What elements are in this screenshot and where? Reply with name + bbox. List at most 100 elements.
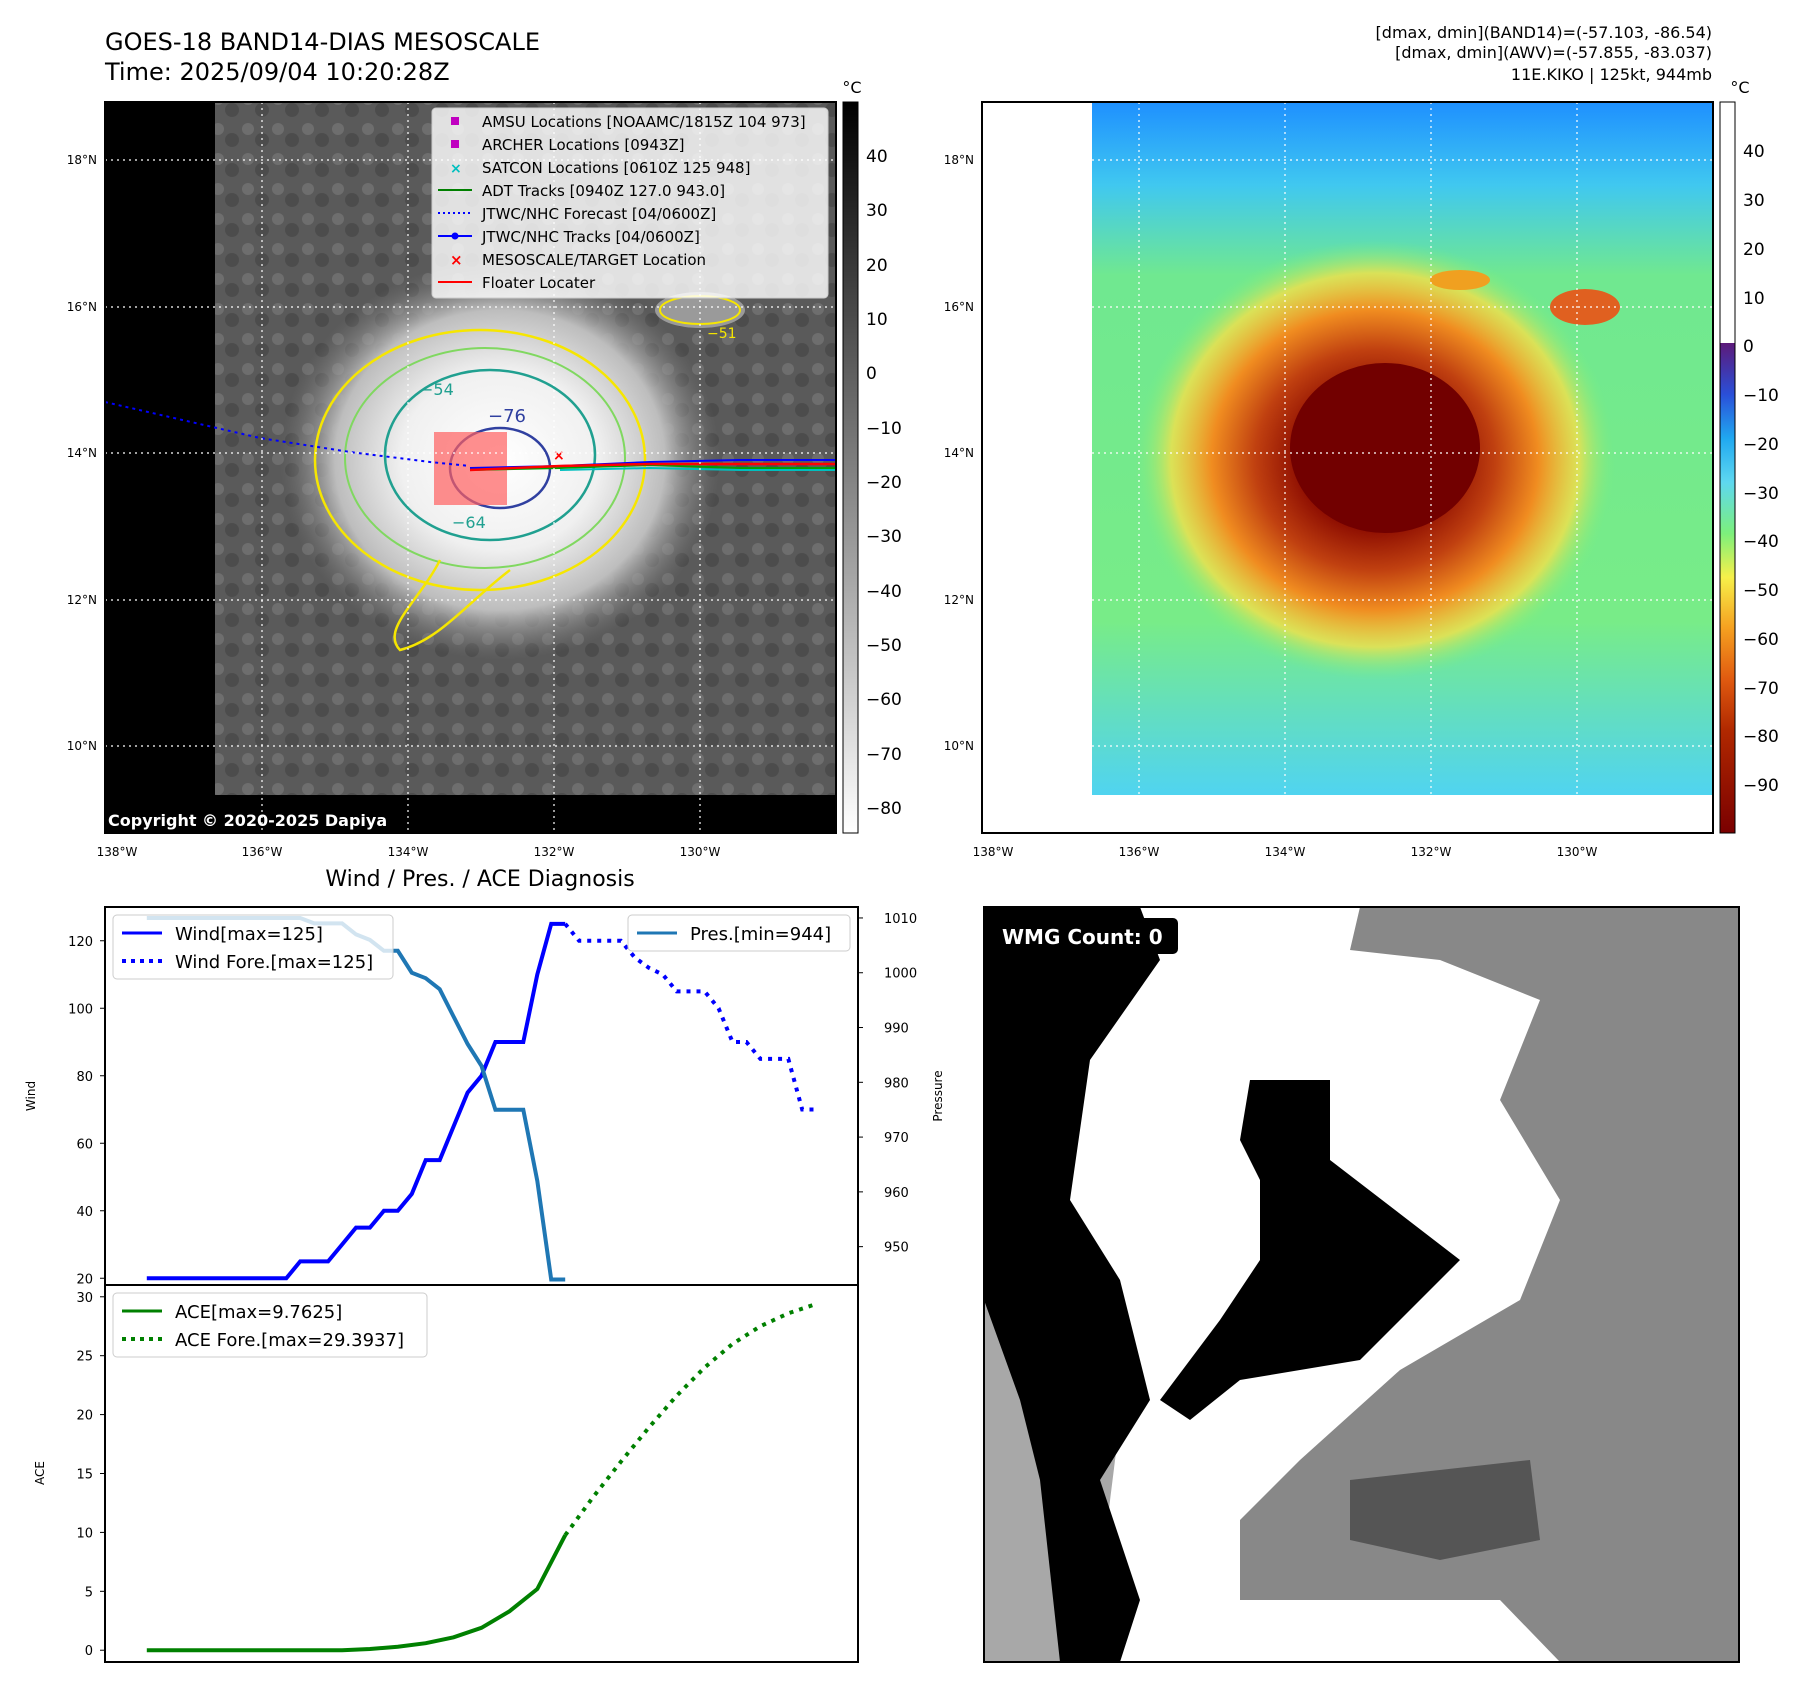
jtwc-forecast-track — [104, 401, 471, 467]
ir-lat-labels: 18°N 16°N 14°N 12°N 10°N — [67, 153, 97, 753]
lon-label: 136°W — [1119, 845, 1160, 859]
wmg-black-region — [984, 907, 1460, 1662]
pressure-tick-label: 1000 — [884, 967, 917, 982]
wind-forecast-line — [563, 922, 817, 1112]
color-cbar-tick: −80 — [1743, 727, 1779, 747]
ace-line — [146, 1534, 567, 1653]
wind-tick-label: 100 — [68, 1002, 93, 1017]
color-cbar-tick: −10 — [1743, 386, 1779, 406]
ir-cbar-tick: −70 — [866, 745, 902, 765]
copyright-text: Copyright © 2020-2025 Dapiya — [108, 811, 387, 830]
ace-series — [146, 1302, 817, 1653]
color-map-gridlines — [1092, 102, 1713, 795]
figure-title: GOES-18 BAND14-DIAS MESOSCALE — [105, 28, 540, 56]
lon-label: 130°W — [680, 845, 721, 859]
ace-ylabel: ACE — [33, 1461, 47, 1485]
ir-cbar-tick: 30 — [866, 201, 888, 221]
ace-tick-label: 15 — [76, 1468, 93, 1483]
contour-label-2: −54 — [420, 380, 454, 399]
lat-label: 10°N — [67, 739, 97, 753]
ir-map-panel: −76 −54 −64 −51 × AMSU Location — [67, 78, 902, 859]
pressure-y-ticks: 950 960 970 980 990 1000 1010 — [858, 912, 917, 1256]
wind-tick-label: 80 — [76, 1070, 93, 1085]
archer-marker-icon — [451, 140, 459, 148]
satcon-marker-icon: × — [450, 161, 462, 177]
lat-label: 16°N — [944, 300, 974, 314]
color-cbar-tick: −90 — [1743, 776, 1779, 796]
pressure-legend: Pres.[min=944] — [627, 914, 851, 952]
lat-label: 14°N — [944, 446, 974, 460]
wmg-gray-region — [1240, 907, 1739, 1662]
lat-label: 14°N — [67, 446, 97, 460]
ace-tick-label: 0 — [85, 1644, 93, 1659]
wind-legend-box — [112, 914, 394, 980]
pressure-tick-label: 970 — [884, 1131, 909, 1146]
color-cbar-tick: −50 — [1743, 581, 1779, 601]
ir-colorbar — [842, 101, 859, 834]
contour-label-3: −64 — [452, 513, 486, 532]
wind-legend: Wind[max=125] Wind Fore.[max=125] — [112, 914, 394, 980]
pressure-tick-label: 990 — [884, 1022, 909, 1037]
color-colorbar-unit: °C — [1730, 78, 1749, 97]
figure-header: GOES-18 BAND14-DIAS MESOSCALE Time: 2025… — [104, 23, 1712, 86]
lon-label: 134°W — [1265, 845, 1306, 859]
ir-cbar-tick: 40 — [866, 147, 888, 167]
legend-wind-fore: Wind Fore.[max=125] — [175, 952, 373, 973]
lat-label: 16°N — [67, 300, 97, 314]
pressure-tick-label: 960 — [884, 1186, 909, 1201]
ir-colorbar-unit: °C — [842, 78, 861, 97]
ir-cbar-tick: 10 — [866, 310, 888, 330]
contour-teal — [383, 368, 597, 542]
color-cbar-tick: −20 — [1743, 435, 1779, 455]
mesoscale-target-marker: × — [553, 448, 565, 464]
pressure-ylabel: Pressure — [931, 1070, 945, 1121]
lon-label: 130°W — [1557, 845, 1598, 859]
target-marker-icon: × — [450, 251, 463, 269]
wind-y-ticks: 20 40 60 80 100 120 — [68, 935, 105, 1287]
color-storm-core — [1290, 363, 1480, 533]
lon-label: 138°W — [97, 845, 138, 859]
color-colorbar-ticks: 40 30 20 10 0 −10 −20 −30 −40 −50 −60 −7… — [1743, 142, 1779, 796]
wind-line — [146, 921, 566, 1281]
lon-label: 134°W — [388, 845, 429, 859]
legend-jtwc-forecast: JTWC/NHC Forecast [04/0600Z] — [481, 205, 716, 223]
contour-yellow — [313, 328, 647, 592]
ir-cbar-tick: −10 — [866, 419, 902, 439]
floater-track — [469, 462, 836, 472]
stats-storm: 11E.KIKO | 125kt, 944mb — [1511, 65, 1712, 84]
color-lat-labels: 18°N 16°N 14°N 12°N 10°N — [944, 153, 974, 753]
contour-label-4: −51 — [707, 326, 737, 342]
pressure-tick-label: 950 — [884, 1241, 909, 1256]
legend-floater: Floater Locater — [482, 274, 596, 292]
contour-label-1: −76 — [488, 406, 526, 427]
lon-label: 132°W — [534, 845, 575, 859]
color-lon-labels: 138°W 136°W 134°W 132°W 130°W — [973, 845, 1598, 859]
color-cbar-tick: 40 — [1743, 142, 1765, 162]
amsu-marker-icon — [451, 117, 459, 125]
contour-light-green — [344, 347, 626, 569]
ace-tick-label: 10 — [76, 1526, 93, 1541]
ace-y-ticks: 0 5 10 15 20 25 30 — [76, 1291, 105, 1659]
diagnosis-panel: Wind / Pres. / ACE Diagnosis Wind Pressu… — [24, 867, 945, 1663]
color-map-panel: 18°N 16°N 14°N 12°N 10°N 138°W 136°W 134… — [944, 78, 1779, 859]
legend-wind: Wind[max=125] — [175, 924, 323, 945]
ace-tick-label: 5 — [85, 1585, 93, 1600]
pressure-tick-label: 980 — [884, 1076, 909, 1091]
ir-lon-labels: 138°W 136°W 134°W 132°W 130°W — [97, 845, 721, 859]
legend-ace-fore: ACE Fore.[max=29.3937] — [175, 1330, 404, 1351]
pressure-tick-label: 1010 — [884, 912, 917, 927]
wind-tick-label: 20 — [76, 1272, 93, 1287]
ir-cbar-tick: 20 — [866, 256, 888, 276]
color-cloud-patch-2 — [1430, 270, 1490, 290]
ace-legend: ACE[max=9.7625] ACE Fore.[max=29.3937] — [112, 1292, 428, 1358]
legend-ace: ACE[max=9.7625] — [175, 1302, 342, 1323]
wmg-panel: WMG Count: 0 — [983, 906, 1740, 1663]
wmg-dark-gray-region — [1350, 1460, 1540, 1560]
contour-tail — [393, 559, 511, 652]
lon-label: 132°W — [1411, 845, 1452, 859]
ir-cloud-patch — [655, 292, 745, 328]
legend-adt: ADT Tracks [0940Z 127.0 943.0] — [482, 182, 725, 200]
lat-label: 18°N — [944, 153, 974, 167]
ir-cbar-tick: −40 — [866, 582, 902, 602]
